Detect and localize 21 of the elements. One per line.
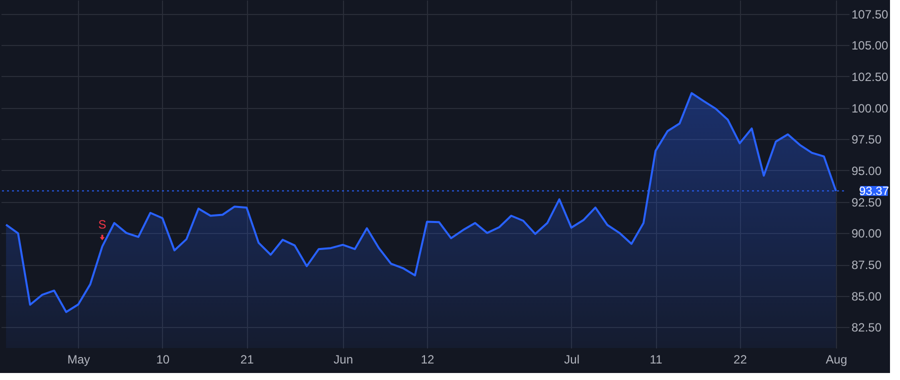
x-tick-label: 10 [156,352,170,366]
y-tick-label: 82.50 [852,320,882,335]
x-tick-label: Jun [334,352,353,366]
x-tick-label: 21 [240,352,254,366]
y-tick-label: 87.50 [852,258,882,272]
y-tick-label: 105.00 [852,38,889,53]
x-tick-label: Jul [564,352,580,366]
y-tick-label: 92.50 [852,195,882,210]
y-tick-label: 90.00 [852,226,882,241]
x-tick-label: 12 [420,352,435,366]
y-tick-label: 97.50 [852,132,882,147]
y-tick-label: 102.50 [852,70,889,84]
y-tick-label: 100.00 [852,101,889,116]
x-tick-label: 11 [650,352,663,366]
x-tick-label: 22 [734,352,748,366]
annotation: S [98,217,106,232]
y-tick-label: 95.00 [852,164,882,178]
y-tick-label: 107.50 [852,7,889,22]
y-tick-label: 85.00 [852,289,882,304]
x-tick-label: Aug [826,352,848,366]
x-tick-label: May [67,352,90,366]
